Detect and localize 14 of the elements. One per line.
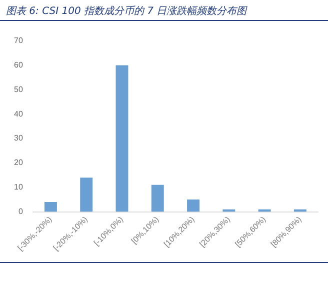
bar — [151, 184, 164, 212]
chart-title: 图表 6: CSI 100 指数成分币的 7 日涨跌幅频数分布图 — [6, 4, 247, 18]
y-tick-label: 0 — [18, 206, 24, 216]
y-tick-label: 20 — [14, 158, 24, 168]
y-tick-label: 60 — [14, 60, 24, 70]
y-tick-label: 40 — [14, 109, 24, 118]
y-tick-label: 50 — [14, 84, 24, 94]
bar — [187, 200, 200, 212]
y-tick-label: 70 — [14, 36, 24, 46]
bar — [44, 202, 57, 212]
bar — [80, 178, 93, 212]
bar — [116, 65, 128, 212]
y-tick-label: 30 — [14, 134, 24, 143]
y-tick-label: 10 — [14, 182, 24, 192]
